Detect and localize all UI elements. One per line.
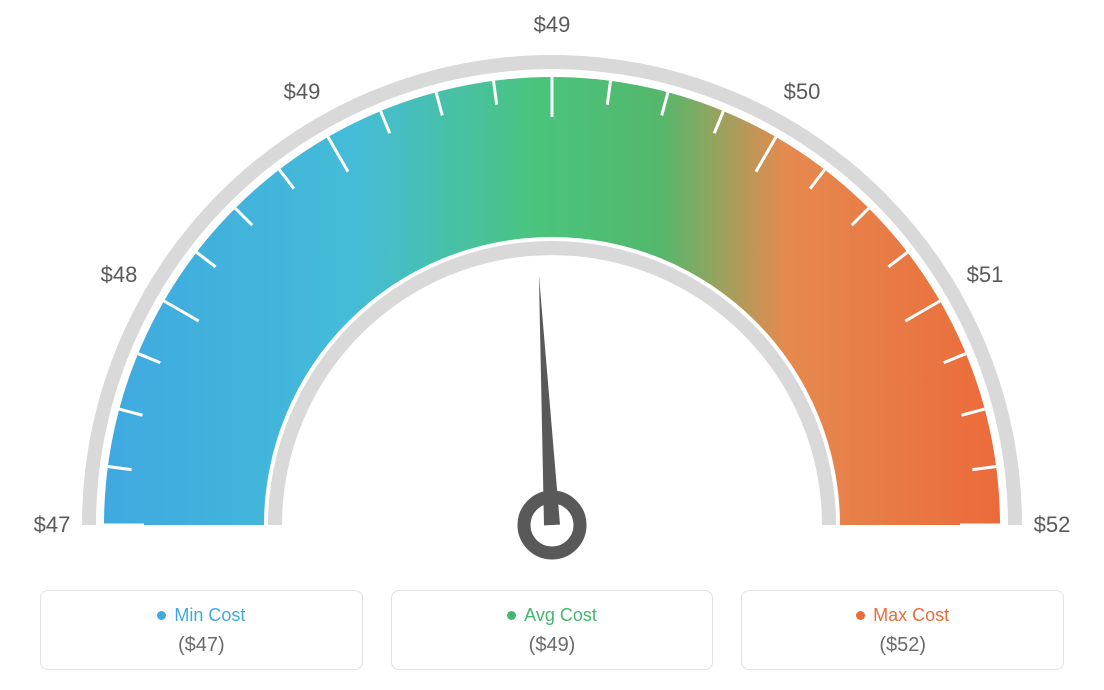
legend-card-min: Min Cost ($47) [40,590,363,670]
gauge-tick-label: $51 [967,262,1004,288]
gauge-tick-label: $48 [101,262,138,288]
gauge-tick-label: $50 [784,79,821,105]
legend-title-min: Min Cost [157,605,245,626]
legend-title-avg: Avg Cost [507,605,597,626]
legend-card-max: Max Cost ($52) [741,590,1064,670]
gauge-tick-label: $49 [534,12,571,38]
legend-value-avg: ($49) [402,634,703,657]
gauge-tick-label: $47 [34,512,71,538]
legend-value-max: ($52) [752,634,1053,657]
dot-icon [507,611,516,620]
legend-row: Min Cost ($47) Avg Cost ($49) Max Cost (… [40,590,1064,670]
gauge-tick-label: $49 [284,79,321,105]
dot-icon [856,611,865,620]
legend-label-max: Max Cost [873,605,949,626]
cost-gauge-widget: $47 $48 $49 $49 $50 $51 $52 Min Cost ($47) Avg… [0,0,1104,690]
legend-label-min: Min Cost [174,605,245,626]
gauge-chart: $47 $48 $49 $49 $50 $51 $52 [0,0,1104,560]
legend-card-avg: Avg Cost ($49) [391,590,714,670]
legend-value-min: ($47) [51,634,352,657]
legend-label-avg: Avg Cost [524,605,597,626]
legend-title-max: Max Cost [856,605,949,626]
dot-icon [157,611,166,620]
gauge-tick-label: $52 [1034,512,1071,538]
